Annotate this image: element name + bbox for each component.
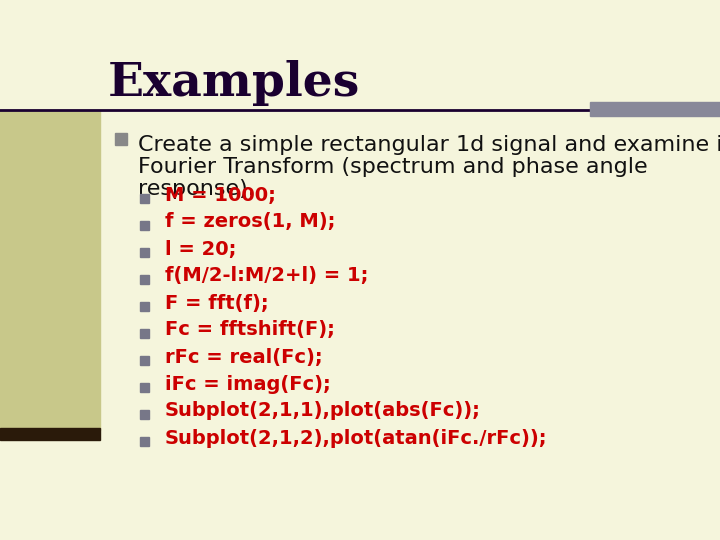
Text: response).: response).: [138, 179, 255, 199]
Text: F = fft(f);: F = fft(f);: [165, 294, 269, 313]
Text: f = zeros(1, M);: f = zeros(1, M);: [165, 213, 336, 232]
Bar: [140, 356, 149, 365]
Bar: [140, 194, 149, 203]
Text: l = 20;: l = 20;: [165, 240, 236, 259]
Bar: [140, 221, 149, 230]
Bar: [590, 102, 720, 116]
Text: M = 1000;: M = 1000;: [165, 186, 276, 205]
Bar: [140, 437, 149, 446]
Bar: [0, 110, 100, 430]
Text: Examples: Examples: [108, 60, 361, 106]
Text: iFc = imag(Fc);: iFc = imag(Fc);: [165, 375, 330, 394]
Text: rFc = real(Fc);: rFc = real(Fc);: [165, 348, 323, 367]
Bar: [140, 383, 149, 392]
Text: Subplot(2,1,2),plot(atan(iFc./rFc));: Subplot(2,1,2),plot(atan(iFc./rFc));: [165, 429, 547, 448]
Text: Fc = fftshift(F);: Fc = fftshift(F);: [165, 321, 335, 340]
Text: Subplot(2,1,1),plot(abs(Fc));: Subplot(2,1,1),plot(abs(Fc));: [165, 402, 481, 421]
Text: Fourier Transform (spectrum and phase angle: Fourier Transform (spectrum and phase an…: [138, 157, 647, 177]
Text: Create a simple rectangular 1d signal and examine its: Create a simple rectangular 1d signal an…: [138, 135, 720, 155]
Bar: [0, 428, 100, 440]
Bar: [140, 275, 149, 284]
Bar: [115, 133, 127, 145]
Bar: [140, 248, 149, 257]
Bar: [140, 329, 149, 338]
Text: f(M/2-l:M/2+l) = 1;: f(M/2-l:M/2+l) = 1;: [165, 267, 369, 286]
Bar: [140, 302, 149, 311]
Bar: [140, 410, 149, 419]
